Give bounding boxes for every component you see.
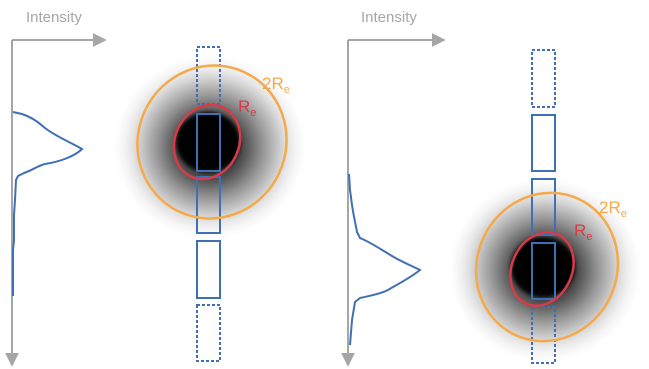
slit-box-right-5: [531, 306, 556, 364]
outer-radius-label-right: 2Re: [599, 198, 627, 220]
galaxy-right: [449, 178, 641, 362]
intensity-profile-left: [12, 111, 84, 296]
intensity-profile-right: [348, 173, 422, 346]
panel-left: Intensity 2Re Re: [5, 9, 306, 367]
inner-ellipse-right: [509, 231, 575, 307]
slit-box-left-2: [196, 113, 221, 172]
outer-radius-label-left: 2Re: [262, 74, 290, 96]
slit-box-right-4: [531, 242, 556, 300]
slit-box-left-5: [196, 304, 221, 362]
intensity-axis-label-right: Intensity: [361, 9, 417, 26]
galaxy-left: [114, 55, 306, 239]
outer-ellipse-right: [474, 191, 620, 343]
inner-radius-label-right: Re: [574, 221, 592, 243]
slit-box-right-3: [531, 178, 556, 236]
outer-ellipse-left: [136, 64, 288, 220]
slit-box-left-4: [196, 240, 221, 299]
inner-ellipse-left: [172, 103, 242, 181]
slit-box-left-3: [196, 176, 221, 234]
intensity-axis-label-left: Intensity: [26, 9, 82, 26]
slit-box-right-2: [531, 114, 556, 172]
inner-radius-label-left: Re: [238, 97, 256, 119]
panel-right: Intensity 2Re Re: [341, 9, 641, 367]
slit-box-right-1: [531, 49, 556, 108]
